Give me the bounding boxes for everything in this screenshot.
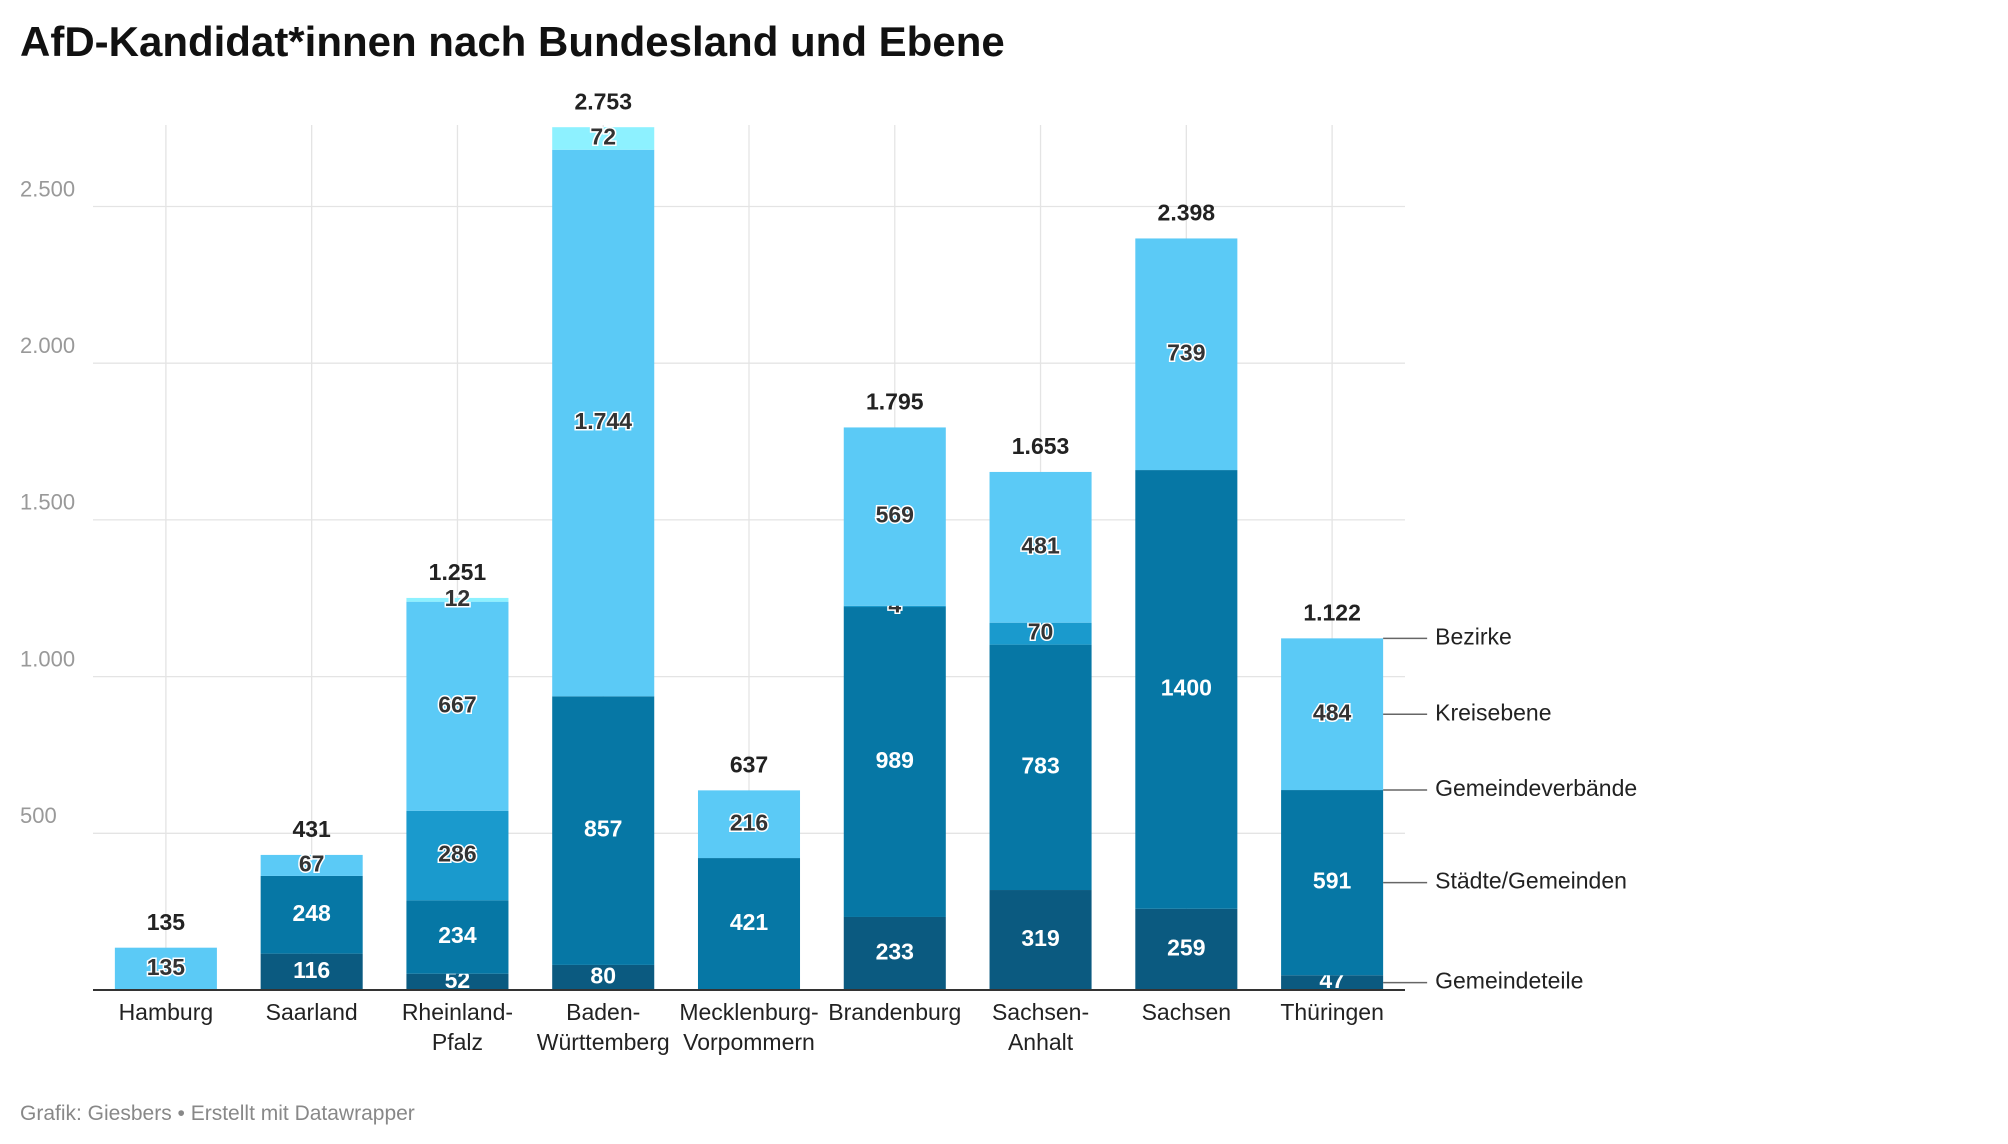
legend-label: Bezirke (1435, 623, 1512, 649)
value-label: 989 (876, 747, 914, 773)
value-label: 569 (876, 502, 914, 528)
bar-segment (260, 854, 363, 876)
bar-segment (406, 973, 509, 990)
bar-segment (552, 149, 655, 697)
bar-segment (552, 696, 655, 965)
total-label: 431 (292, 816, 331, 842)
bar-segment (989, 890, 1092, 990)
value-label: 484 (1313, 699, 1352, 725)
value-label: 12 (445, 585, 471, 611)
bar-segment (406, 900, 509, 974)
total-label: 1.122 (1303, 599, 1361, 625)
value-label: 116 (293, 957, 330, 983)
value-label: 783 (1021, 752, 1059, 778)
value-label: 234 (438, 922, 477, 948)
value-label: 216 (730, 809, 768, 835)
value-label: 667 (438, 691, 476, 717)
x-tick-label: Mecklenburg- Vorpommern (679, 999, 819, 1055)
bar-segment (552, 127, 655, 150)
value-label: 248 (292, 900, 331, 926)
bar-segment (843, 607, 946, 917)
legend-label: Gemeindeteile (1435, 968, 1583, 994)
value-label: 1400 (1161, 675, 1212, 701)
bar-segment (552, 964, 655, 990)
bar-segment (989, 622, 1092, 645)
x-tick-label: Hamburg (118, 999, 214, 1025)
value-label: 286 (438, 841, 476, 867)
y-tick-label: 2.500 (20, 176, 75, 201)
value-label: 481 (1021, 532, 1060, 558)
total-label: 2.398 (1158, 200, 1216, 226)
bar-segment (843, 916, 946, 990)
total-label: 135 (147, 909, 186, 935)
footer: Grafik: Giesbers • Erstellt mit Datawrap… (20, 1102, 415, 1125)
chart-title: AfD-Kandidat*innen nach Bundesland und E… (20, 18, 1005, 65)
bar-segment (1135, 470, 1238, 909)
value-label: 135 (147, 954, 186, 980)
bar-segment (697, 790, 801, 859)
bar-segment (260, 953, 363, 990)
legend-label: Kreisebene (1435, 699, 1551, 725)
value-label: 1.744 (574, 408, 632, 434)
value-label: 319 (1021, 925, 1059, 951)
bar-segment (406, 810, 509, 901)
bar-segment (989, 471, 1092, 623)
value-label: 591 (1313, 868, 1352, 894)
bar-segment (1135, 238, 1238, 471)
bar-segment (1281, 975, 1384, 990)
total-label: 1.251 (429, 559, 487, 585)
legend-label: Gemeindeverbände (1435, 775, 1637, 801)
bar-segment (1135, 908, 1238, 990)
x-tick-label: Sachsen (1141, 999, 1232, 1025)
x-tick-label: Brandenburg (828, 999, 962, 1025)
bar-segment (989, 644, 1092, 891)
value-label: 233 (876, 939, 914, 965)
bar-segment (697, 858, 801, 990)
value-label: 259 (1167, 934, 1205, 960)
total-label: 1.795 (866, 389, 924, 415)
x-tick-label: Baden- Württemberg (536, 999, 670, 1055)
total-label: 2.753 (574, 88, 632, 114)
value-label: 80 (590, 963, 616, 989)
bar-segment (843, 605, 946, 608)
x-tick-label: Sachsen- Anhalt (991, 999, 1090, 1055)
value-label: 72 (590, 124, 616, 150)
total-label: 1.653 (1012, 433, 1070, 459)
legend-label: Städte/Gemeinden (1435, 868, 1627, 894)
value-label: 421 (730, 909, 769, 935)
x-tick-label: Thüringen (1280, 999, 1384, 1025)
x-tick-label: Saarland (265, 999, 358, 1025)
value-label: 67 (299, 850, 325, 876)
bar-segment (843, 427, 946, 606)
total-label: 637 (730, 751, 768, 777)
bar-segment (260, 875, 363, 954)
value-label: 739 (1167, 339, 1205, 365)
bar-segment (114, 947, 217, 990)
bar-segment (406, 597, 509, 602)
y-tick-label: 500 (20, 803, 57, 828)
value-label: 857 (584, 816, 622, 842)
y-tick-label: 1.000 (20, 646, 75, 671)
y-tick-label: 2.000 (20, 333, 75, 358)
x-tick-label: Rheinland- Pfalz (401, 999, 514, 1055)
bar-segment (1281, 790, 1384, 976)
bar-segment (1281, 638, 1384, 791)
y-tick-label: 1.500 (20, 490, 75, 515)
bar-segment (406, 601, 509, 811)
